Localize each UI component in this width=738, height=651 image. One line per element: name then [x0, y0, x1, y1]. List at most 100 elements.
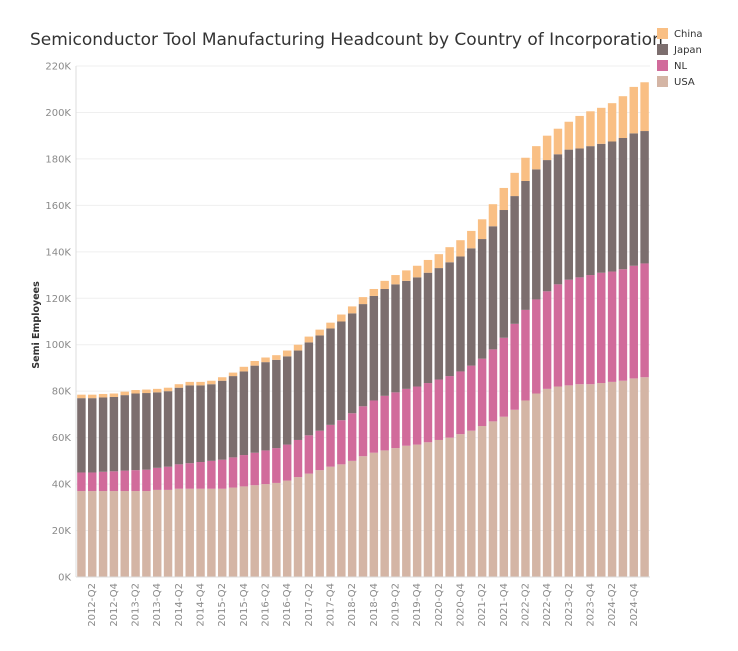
- bar-segment-nl[interactable]: [174, 464, 184, 489]
- bar-segment-china[interactable]: [163, 387, 173, 392]
- bar-segment-china[interactable]: [207, 380, 216, 385]
- bar-segment-japan[interactable]: [88, 398, 97, 473]
- bar-segment-nl[interactable]: [358, 406, 368, 457]
- bar-segment-china[interactable]: [304, 336, 314, 343]
- bar-segment-nl[interactable]: [488, 349, 498, 422]
- bar-segment-usa[interactable]: [477, 426, 487, 577]
- bar-segment-usa[interactable]: [174, 488, 184, 577]
- bar-segment-nl[interactable]: [261, 450, 270, 485]
- bar-segment-china[interactable]: [326, 322, 335, 329]
- bar-segment-nl[interactable]: [109, 471, 119, 492]
- bar-segment-nl[interactable]: [153, 467, 162, 490]
- bar-segment-nl[interactable]: [282, 444, 292, 481]
- bar-segment-nl[interactable]: [445, 376, 454, 438]
- bar-segment-nl[interactable]: [391, 392, 400, 449]
- bar-segment-usa[interactable]: [597, 383, 606, 577]
- bar-segment-nl[interactable]: [293, 439, 303, 478]
- bar-segment-japan[interactable]: [423, 272, 433, 384]
- bar-segment-china[interactable]: [185, 381, 194, 386]
- bar-segment-japan[interactable]: [499, 210, 509, 338]
- bar-segment-nl[interactable]: [597, 272, 606, 384]
- bar-segment-usa[interactable]: [131, 491, 140, 577]
- bar-segment-usa[interactable]: [640, 377, 649, 577]
- bar-segment-usa[interactable]: [575, 384, 584, 577]
- bar-segment-japan[interactable]: [337, 321, 346, 421]
- bar-segment-usa[interactable]: [358, 456, 368, 577]
- bar-segment-japan[interactable]: [304, 342, 314, 436]
- bar-segment-usa[interactable]: [456, 434, 465, 577]
- bar-segment-usa[interactable]: [88, 491, 97, 577]
- bar-segment-china[interactable]: [109, 393, 119, 397]
- bar-segment-japan[interactable]: [477, 239, 487, 359]
- bar-segment-china[interactable]: [88, 394, 97, 399]
- bar-segment-japan[interactable]: [510, 196, 519, 324]
- bar-segment-china[interactable]: [629, 86, 638, 134]
- bar-segment-china[interactable]: [217, 377, 227, 381]
- bar-segment-japan[interactable]: [163, 391, 173, 467]
- bar-segment-china[interactable]: [347, 306, 357, 314]
- bar-segment-nl[interactable]: [532, 299, 541, 394]
- bar-segment-usa[interactable]: [304, 473, 314, 577]
- bar-segment-usa[interactable]: [326, 466, 335, 577]
- bar-segment-china[interactable]: [358, 297, 368, 305]
- bar-segment-usa[interactable]: [369, 452, 379, 577]
- bar-segment-china[interactable]: [98, 393, 108, 398]
- bar-segment-usa[interactable]: [629, 378, 638, 577]
- bar-segment-usa[interactable]: [196, 488, 205, 577]
- bar-segment-nl[interactable]: [607, 271, 617, 382]
- bar-segment-japan[interactable]: [488, 226, 498, 350]
- bar-segment-usa[interactable]: [499, 416, 509, 577]
- bar-segment-usa[interactable]: [467, 430, 476, 577]
- bar-segment-china[interactable]: [174, 384, 184, 388]
- bar-segment-japan[interactable]: [207, 384, 216, 461]
- bar-segment-nl[interactable]: [369, 400, 379, 453]
- bar-segment-usa[interactable]: [293, 477, 303, 577]
- bar-segment-china[interactable]: [607, 103, 617, 142]
- bar-segment-japan[interactable]: [629, 133, 638, 266]
- bar-segment-usa[interactable]: [607, 381, 617, 577]
- bar-segment-usa[interactable]: [239, 486, 249, 577]
- bar-segment-japan[interactable]: [228, 376, 238, 458]
- bar-segment-japan[interactable]: [272, 359, 281, 449]
- bar-segment-nl[interactable]: [88, 472, 97, 492]
- bar-segment-japan[interactable]: [412, 277, 422, 387]
- bar-segment-china[interactable]: [153, 388, 162, 393]
- bar-segment-usa[interactable]: [98, 491, 108, 577]
- bar-segment-japan[interactable]: [282, 356, 292, 445]
- bar-segment-china[interactable]: [499, 187, 509, 211]
- bar-segment-usa[interactable]: [402, 445, 411, 577]
- bar-segment-japan[interactable]: [445, 262, 454, 377]
- bar-segment-nl[interactable]: [467, 365, 476, 431]
- bar-segment-japan[interactable]: [434, 268, 444, 380]
- bar-segment-china[interactable]: [597, 107, 606, 144]
- bar-segment-china[interactable]: [640, 82, 649, 132]
- bar-segment-nl[interactable]: [477, 358, 487, 427]
- bar-segment-nl[interactable]: [402, 388, 411, 446]
- bar-segment-china[interactable]: [196, 381, 205, 386]
- bar-segment-nl[interactable]: [542, 291, 552, 389]
- bar-segment-china[interactable]: [564, 121, 573, 150]
- bar-segment-china[interactable]: [315, 329, 324, 336]
- bar-segment-nl[interactable]: [499, 337, 509, 417]
- bar-segment-nl[interactable]: [239, 455, 249, 487]
- bar-segment-china[interactable]: [575, 115, 584, 149]
- bar-segment-nl[interactable]: [315, 430, 324, 471]
- bar-segment-nl[interactable]: [564, 279, 573, 386]
- bar-segment-china[interactable]: [532, 146, 541, 170]
- bar-segment-china[interactable]: [131, 390, 140, 394]
- bar-segment-japan[interactable]: [575, 148, 584, 278]
- bar-segment-japan[interactable]: [185, 385, 194, 464]
- bar-segment-japan[interactable]: [532, 169, 541, 300]
- bar-segment-china[interactable]: [120, 391, 129, 396]
- bar-segment-usa[interactable]: [228, 487, 238, 577]
- bar-segment-nl[interactable]: [77, 472, 86, 492]
- bar-segment-china[interactable]: [510, 172, 519, 197]
- bar-segment-nl[interactable]: [217, 459, 227, 489]
- bar-segment-japan[interactable]: [77, 398, 86, 473]
- bar-segment-japan[interactable]: [109, 396, 119, 472]
- bar-segment-usa[interactable]: [347, 460, 357, 577]
- bar-segment-nl[interactable]: [120, 470, 129, 492]
- bar-segment-usa[interactable]: [445, 437, 454, 577]
- bar-segment-china[interactable]: [445, 247, 454, 263]
- bar-segment-nl[interactable]: [575, 277, 584, 385]
